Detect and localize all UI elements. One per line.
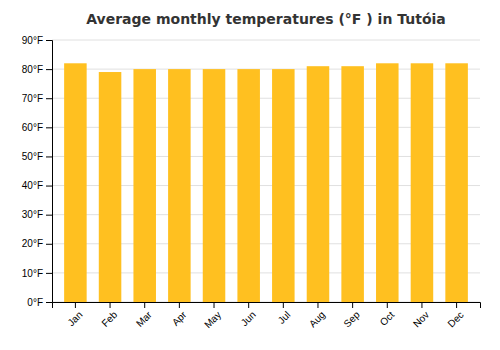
y-tick-mark: [46, 186, 52, 187]
x-tick-label: Mar: [134, 309, 154, 329]
grid-line: [52, 40, 480, 41]
y-tick-label: 20°F: [22, 238, 43, 249]
y-tick-label: 70°F: [22, 93, 43, 104]
y-tick-mark: [46, 302, 52, 303]
y-tick-label: 90°F: [22, 35, 43, 46]
plot: 0°F 10°F 20°F 30°F 40°F 50°F 60°F 70°F 80°F 90°F J…: [22, 35, 481, 331]
bar: [99, 72, 122, 302]
x-tick-mark: [387, 302, 388, 308]
y-tick-mark: [46, 98, 52, 99]
x-tick: Feb: [99, 302, 119, 329]
x-tick-label: Jan: [65, 309, 84, 328]
x-tick-mark: [248, 302, 249, 308]
x-axis: Jan Feb Mar Apr May Jun Jul Aug Sep Oct Nov Dec: [53, 302, 481, 330]
x-tick-label: Jun: [239, 309, 258, 328]
bar: [445, 63, 468, 302]
bar: [168, 69, 191, 302]
y-tick-mark: [46, 273, 52, 274]
title: Average monthly temperatures (°F ) in Tu…: [86, 11, 446, 27]
x-tick-mark: [456, 302, 457, 308]
y-tick: 70°F: [22, 93, 52, 104]
x-tick-mark: [214, 302, 215, 308]
y-tick-mark: [46, 244, 52, 245]
x-tick-mark: [283, 302, 284, 308]
y-tick-label: 0°F: [27, 297, 43, 308]
x-tick: Jul: [276, 302, 293, 326]
x-tick-label: Sep: [341, 309, 362, 330]
chart: 0°F 10°F 20°F 30°F 40°F 50°F 60°F 70°F 80°F 90°F J…: [0, 0, 500, 350]
y-tick-label: 10°F: [22, 268, 43, 279]
y-tick-mark: [46, 215, 52, 216]
bar: [64, 63, 87, 302]
x-axis-line: [53, 303, 481, 309]
bar: [133, 69, 156, 302]
x-tick-label: Nov: [411, 309, 431, 329]
y-tick-label: 50°F: [22, 151, 43, 162]
x-tick-label: Dec: [445, 309, 465, 329]
y-tick: 20°F: [22, 238, 52, 249]
x-tick: Nov: [411, 302, 431, 329]
x-tick: Apr: [170, 302, 189, 328]
x-tick: Aug: [307, 302, 327, 329]
y-tick-mark: [46, 156, 52, 157]
x-tick: Oct: [378, 302, 397, 328]
x-tick: Mar: [134, 302, 154, 329]
y-tick: 0°F: [27, 297, 52, 308]
bar: [272, 69, 295, 302]
x-tick-mark: [421, 302, 422, 308]
x-tick-label: Aug: [307, 309, 327, 329]
bar: [203, 69, 226, 302]
y-tick: 40°F: [22, 180, 52, 191]
x-tick-label: Oct: [378, 309, 397, 328]
y-tick: 10°F: [22, 268, 52, 279]
bar: [341, 66, 364, 302]
x-tick-label: Apr: [170, 309, 189, 328]
y-tick-mark: [46, 127, 52, 128]
y-tick: 60°F: [22, 122, 52, 133]
y-tick-label: 60°F: [22, 122, 43, 133]
bars: [64, 63, 468, 302]
y-tick-label: 30°F: [22, 209, 43, 220]
x-tick-mark: [317, 302, 318, 308]
x-tick: Sep: [341, 302, 362, 329]
bar: [376, 63, 399, 302]
x-tick-mark: [110, 302, 111, 308]
y-axis: 0°F 10°F 20°F 30°F 40°F 50°F 60°F 70°F 80°F 90°F: [22, 35, 53, 308]
x-tick-label: Jul: [276, 309, 293, 326]
x-tick-mark: [352, 302, 353, 308]
bar: [307, 66, 330, 302]
bar: [237, 69, 260, 302]
x-tick-mark: [144, 302, 145, 308]
y-tick-label: 80°F: [22, 64, 43, 75]
x-tick-label: Feb: [99, 309, 119, 329]
y-tick: 80°F: [22, 64, 52, 75]
y-tick-label: 40°F: [22, 180, 43, 191]
x-tick-label: May: [202, 309, 223, 330]
y-tick: 90°F: [22, 35, 52, 46]
y-tick-mark: [46, 69, 52, 70]
x-tick-mark: [75, 302, 76, 308]
y-axis-line: [46, 41, 53, 303]
x-tick: Jun: [239, 302, 258, 328]
x-tick: Dec: [445, 302, 465, 329]
x-tick: May: [202, 302, 223, 330]
x-tick: Jan: [65, 302, 84, 328]
bar: [411, 63, 434, 302]
y-tick: 30°F: [22, 209, 52, 220]
grid: [52, 40, 480, 302]
y-tick-mark: [46, 40, 52, 41]
x-tick-mark: [179, 302, 180, 308]
y-tick: 50°F: [22, 151, 52, 162]
